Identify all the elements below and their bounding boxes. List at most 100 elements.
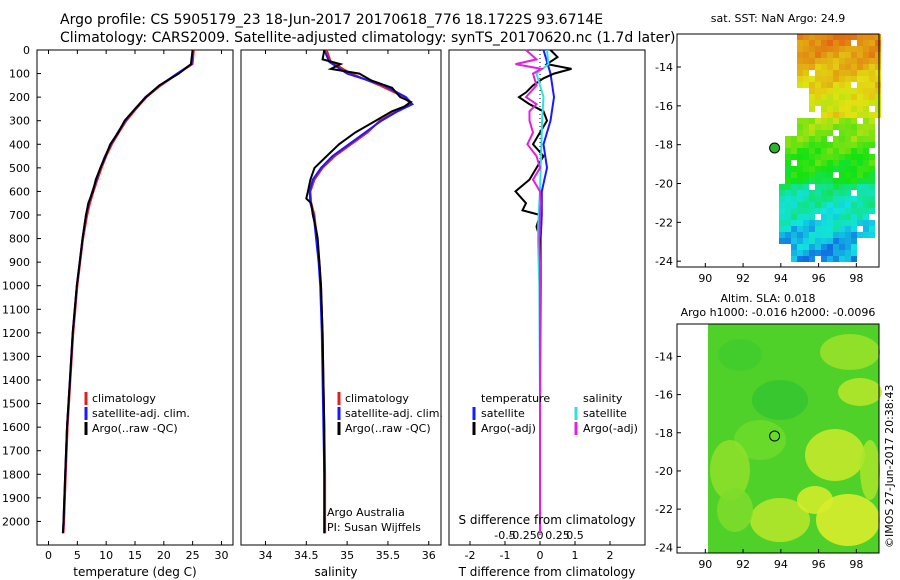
sst-cell <box>827 142 833 148</box>
sst-cell <box>803 70 809 76</box>
sst-cell <box>827 76 833 82</box>
sst-cell <box>833 226 839 232</box>
sst-cell <box>851 214 857 220</box>
legend-label-satellite: satellite-adj. clim. <box>345 407 443 420</box>
sst-cell <box>863 148 869 154</box>
sst-cell <box>863 220 869 226</box>
sst-cell <box>851 166 857 172</box>
sst-cell <box>857 190 863 196</box>
sst-cell <box>821 214 827 220</box>
sst-cell <box>821 142 827 148</box>
sst-cell <box>839 136 845 142</box>
sst-cell <box>821 34 827 40</box>
series-line-2 <box>305 49 413 534</box>
sst-cell <box>857 178 863 184</box>
sst-cell <box>851 76 857 82</box>
depth-tick-label: 600 <box>9 185 30 198</box>
sst-cell <box>857 220 863 226</box>
series-line-0 <box>62 49 195 534</box>
sst-cell <box>875 106 881 112</box>
sst-cell <box>797 220 803 226</box>
sst-cell <box>815 130 821 136</box>
sst-cell <box>815 58 821 64</box>
sst-cell <box>845 178 851 184</box>
sst-cell <box>833 190 839 196</box>
sst-map-title: sat. SST: NaN Argo: 24.9 <box>711 12 845 25</box>
sst-cell <box>791 256 797 262</box>
sst-cell <box>851 208 857 214</box>
sst-cell <box>815 190 821 196</box>
sst-cell <box>833 70 839 76</box>
x-tick-label: 15 <box>128 549 142 562</box>
sst-cell <box>869 136 875 142</box>
sst-cell <box>839 172 845 178</box>
sst-cell <box>845 52 851 58</box>
sst-cell <box>845 118 851 124</box>
sst-cell <box>875 64 881 70</box>
depth-tick-label: 200 <box>9 91 30 104</box>
map-y-tick-label: -16 <box>655 100 673 113</box>
sst-cell <box>839 52 845 58</box>
sst-cell <box>845 220 851 226</box>
sst-cell <box>845 226 851 232</box>
sst-cell <box>845 184 851 190</box>
sst-cell <box>809 106 815 112</box>
map-y-tick-label: -22 <box>655 216 673 229</box>
sst-cell <box>809 202 815 208</box>
sst-cell <box>875 52 881 58</box>
sst-cell <box>839 40 845 46</box>
sst-cell <box>815 88 821 94</box>
sst-cell <box>791 232 797 238</box>
sla-anomaly-patch <box>718 339 762 371</box>
sst-cell <box>845 238 851 244</box>
sst-cell <box>827 256 833 262</box>
sst-cell <box>809 136 815 142</box>
sst-cell <box>797 136 803 142</box>
legend-title-temperature: temperature <box>481 392 550 405</box>
sst-cell <box>845 34 851 40</box>
depth-tick-label: 1800 <box>2 468 30 481</box>
sst-cell <box>863 214 869 220</box>
sst-cell <box>827 88 833 94</box>
sst-cell <box>827 238 833 244</box>
sst-cell <box>839 208 845 214</box>
sla-anomaly-patch <box>860 440 880 500</box>
sst-cell <box>863 94 869 100</box>
sst-cell <box>797 46 803 52</box>
sst-cell <box>875 82 881 88</box>
sst-cell <box>857 46 863 52</box>
sst-cell <box>845 154 851 160</box>
sst-cell <box>863 46 869 52</box>
sst-cell <box>803 232 809 238</box>
sst-cell <box>827 58 833 64</box>
sst-cell <box>797 172 803 178</box>
map-y-tick-label: -20 <box>655 465 673 478</box>
legend-label-t-argo: Argo(-adj) <box>481 422 536 435</box>
sst-cell <box>857 136 863 142</box>
sst-cell <box>815 100 821 106</box>
sst-cell <box>869 58 875 64</box>
sst-cell <box>857 100 863 106</box>
sst-cell <box>875 70 881 76</box>
sst-cell <box>839 82 845 88</box>
sst-cell <box>815 148 821 154</box>
sst-cell <box>839 238 845 244</box>
map-x-tick-label: 92 <box>736 558 750 571</box>
map-y-tick-label: -20 <box>655 178 673 191</box>
map-y-tick-label: -14 <box>655 61 673 74</box>
sst-cell <box>869 118 875 124</box>
sst-cell <box>791 190 797 196</box>
depth-tick-label: 1700 <box>2 445 30 458</box>
sst-cell <box>863 202 869 208</box>
sst-cell <box>827 244 833 250</box>
sst-cell <box>845 40 851 46</box>
sst-cell <box>845 88 851 94</box>
sst-cell <box>809 190 815 196</box>
sst-cell <box>851 172 857 178</box>
sst-cell <box>809 82 815 88</box>
sst-cell <box>809 88 815 94</box>
sst-cell <box>839 46 845 52</box>
depth-tick-label: 700 <box>9 209 30 222</box>
sst-cell <box>839 166 845 172</box>
sst-cell <box>839 202 845 208</box>
